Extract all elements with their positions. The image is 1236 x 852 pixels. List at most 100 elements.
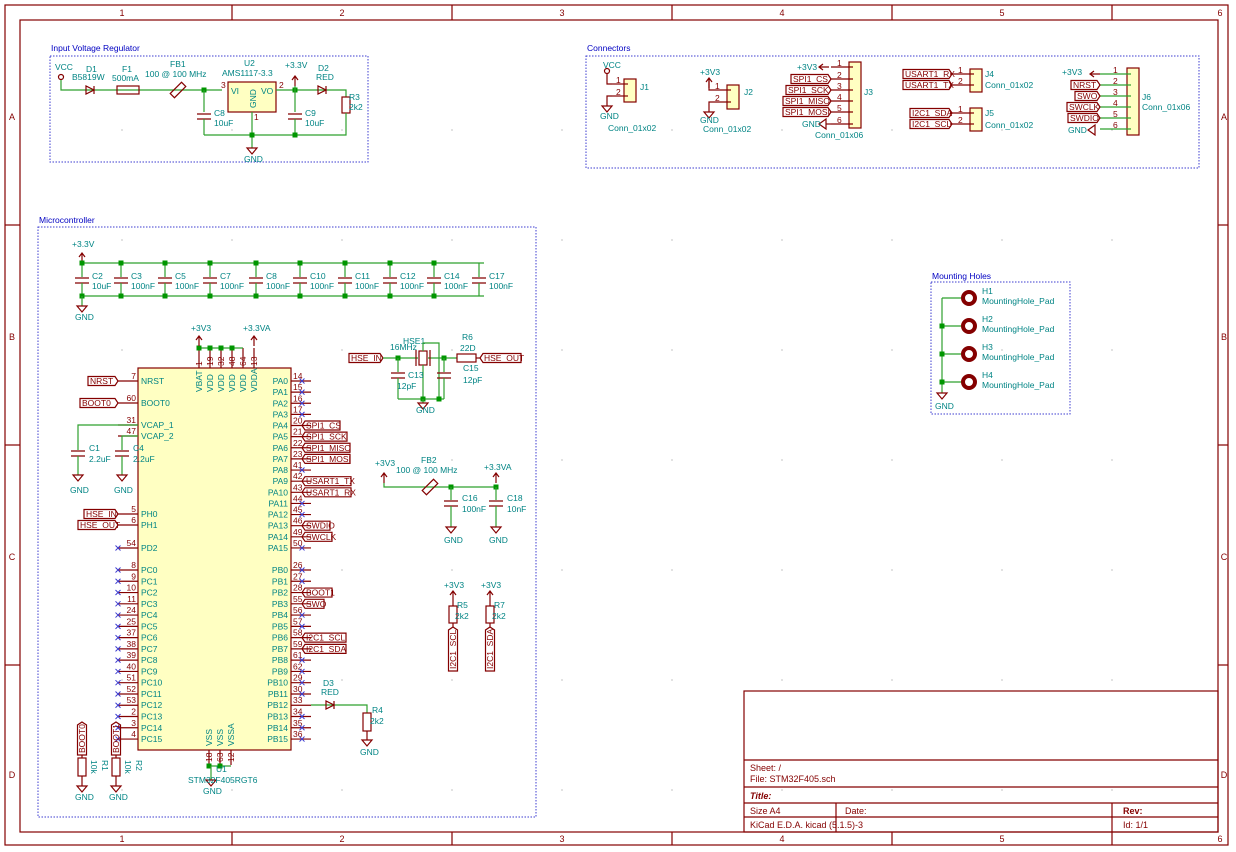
label: 2.2uF	[133, 454, 155, 464]
power-arrow-icon	[818, 63, 829, 71]
net-label	[909, 118, 953, 130]
no-connect-icon	[299, 400, 305, 407]
pin-name: PA15	[268, 543, 288, 553]
no-connect-icon	[299, 389, 305, 395]
grid-dot	[451, 129, 453, 131]
pin-number: 10	[127, 583, 137, 593]
label: 5	[837, 103, 842, 113]
ground-icon	[115, 474, 129, 482]
net-label-text: SWDIO	[306, 521, 335, 531]
capacitor-icon	[383, 277, 397, 284]
u1-ref: U1	[216, 764, 227, 774]
net-label	[785, 84, 832, 96]
grid-dot	[561, 789, 563, 791]
label: C4	[133, 443, 144, 453]
pin-number: 60	[127, 393, 137, 403]
grid-dot	[891, 239, 893, 241]
row-marker: B	[1221, 332, 1227, 342]
label: 12pF	[463, 375, 482, 385]
pin-name: PB13	[267, 712, 288, 722]
no-connect-icon	[299, 578, 305, 585]
no-connect-icon	[115, 713, 121, 720]
net-label	[301, 431, 348, 442]
pin-number: 33	[293, 695, 303, 705]
power-label: +3V3	[375, 458, 395, 468]
pin-number: 25	[127, 616, 137, 626]
net-label	[301, 598, 325, 609]
label: VI	[231, 86, 239, 96]
grid-dot	[781, 129, 783, 131]
label: R3	[349, 92, 360, 102]
label: 100nF	[400, 281, 424, 291]
no-connect-icon	[115, 736, 121, 742]
label: B5819W	[72, 72, 105, 82]
net-label	[87, 375, 119, 387]
pin-number: 22	[293, 438, 303, 448]
net-label-text: SPI1_MOSI	[306, 454, 351, 464]
grid-dot	[671, 459, 673, 461]
resistor-icon	[116, 85, 140, 95]
wire	[708, 101, 731, 112]
label: C2	[92, 271, 103, 281]
column-marker: 6	[1217, 8, 1222, 18]
no-connect-icon	[299, 736, 305, 742]
pin-number: 1	[194, 361, 204, 366]
diode-icon	[317, 85, 328, 95]
label: C12	[400, 271, 416, 281]
section-title: Microcontroller	[39, 215, 95, 225]
grid-dot	[341, 459, 343, 461]
net-label	[301, 442, 351, 453]
capacitor-icon	[75, 277, 89, 284]
no-connect-icon	[115, 668, 121, 675]
connector-body	[623, 78, 637, 103]
net-label-text: USART1_TX	[306, 476, 355, 486]
pin-number: 43	[293, 482, 303, 492]
power-label: +3V3	[444, 580, 464, 590]
ground-label: GND	[416, 405, 435, 415]
grid-dot	[341, 239, 343, 241]
pin-number: 51	[127, 673, 137, 683]
junction	[939, 323, 945, 329]
column-marker: 1	[119, 8, 124, 18]
pin-number: 9	[131, 571, 136, 581]
wire	[77, 424, 138, 450]
label: 3	[221, 80, 226, 90]
label: Conn_01x02	[608, 123, 656, 133]
capacitor-icon	[249, 277, 263, 284]
net-label	[79, 397, 119, 409]
label: 4	[837, 92, 842, 102]
pin-name: PB10	[267, 678, 288, 688]
ferrite-bead-icon	[169, 81, 187, 99]
no-connect-icon	[299, 511, 305, 518]
power-arrow-icon	[492, 472, 500, 483]
sheet-input-voltage-regulator	[49, 55, 369, 163]
label: 2	[715, 93, 720, 103]
power-arrow-icon	[705, 77, 713, 88]
no-connect-icon	[115, 702, 121, 709]
net-label-text: I2C1_SCL	[306, 633, 345, 643]
junction	[218, 345, 224, 351]
no-connect-icon	[299, 623, 305, 630]
pin-name: VCAP_1	[141, 420, 174, 430]
label: J4	[985, 69, 994, 79]
grid-dot	[1001, 129, 1003, 131]
pin-name: NRST	[141, 376, 164, 386]
net-label	[348, 352, 384, 364]
label: F1	[122, 64, 132, 74]
pin-name: PB8	[272, 655, 288, 665]
label: 12pF	[397, 381, 416, 391]
ground-icon	[702, 111, 716, 119]
capacitor-icon	[293, 277, 307, 284]
grid-dot	[341, 789, 343, 791]
net-label	[301, 476, 352, 487]
net-label-text: SWCLK	[1069, 102, 1100, 112]
label: H3	[982, 342, 993, 352]
pin-name: VSS	[215, 729, 225, 746]
label: C15	[463, 363, 479, 373]
pin-name: PA4	[273, 421, 289, 431]
power-arrow-icon	[250, 335, 258, 346]
label: Conn_01x02	[985, 80, 1033, 90]
pin-number: 3	[131, 718, 136, 728]
label: 1	[958, 65, 963, 75]
